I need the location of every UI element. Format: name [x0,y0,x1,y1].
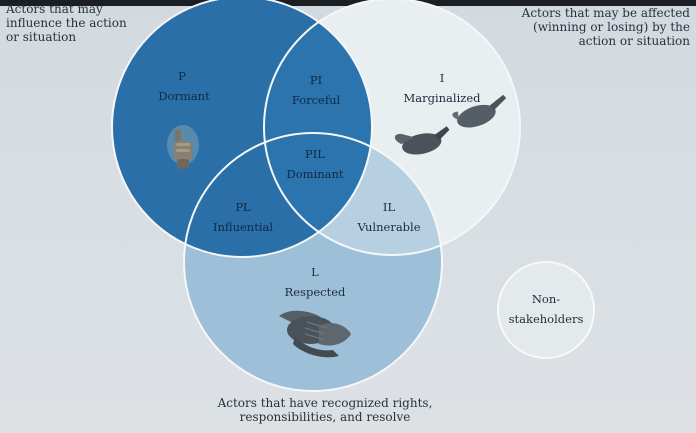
urgency-caption-line: action or situation [578,34,690,48]
fist-icon [167,125,199,169]
legitimacy-outline [183,132,443,392]
open-hands-icon [394,94,507,155]
marginalized-label: Marginalized [403,91,481,105]
urgency-caption-line: (winning or losing) by the [533,20,690,34]
forceful-region [264,0,372,255]
legitimacy-caption-line: responsibilities, and resolve [239,410,411,424]
respected-label: Respected [285,285,346,299]
power-caption: Actors that may influence the action or … [6,2,156,44]
forceful-code: PI [310,73,322,87]
urgency-caption: Actors that may be affected (winning or … [480,6,690,48]
influential-code: PL [235,200,251,214]
dominant-code: PIL [305,147,325,161]
vulnerable-code: IL [383,200,396,214]
urgency-outline [263,0,521,256]
vulnerable-label: Vulnerable [356,220,420,234]
respected-code: L [311,265,319,279]
non-stakeholders-line: stakeholders [509,312,584,326]
dormant-code: P [178,69,186,83]
vulnerable-region [264,133,442,255]
non-stakeholders-circle [497,261,595,359]
power-outline [111,0,373,258]
marginalized-code: I [440,71,445,85]
dormant-label: Dormant [158,89,210,103]
legitimacy-caption: Actors that have recognized rights, resp… [190,396,460,424]
dominant-label: Dominant [286,167,343,181]
urgency-caption-line: Actors that may be affected [521,6,690,20]
power-caption-line: Actors that may [6,2,103,16]
clasped-hands-icon [279,310,351,358]
forceful-label: Forceful [292,93,341,107]
power-caption-line: influence the action [6,16,127,30]
power-caption-line: or situation [6,30,77,44]
influential-label: Influential [213,220,273,234]
non-stakeholders-line: Non- [532,292,560,306]
legitimacy-caption-line: Actors that have recognized rights, [217,396,433,410]
top-border [0,0,696,6]
